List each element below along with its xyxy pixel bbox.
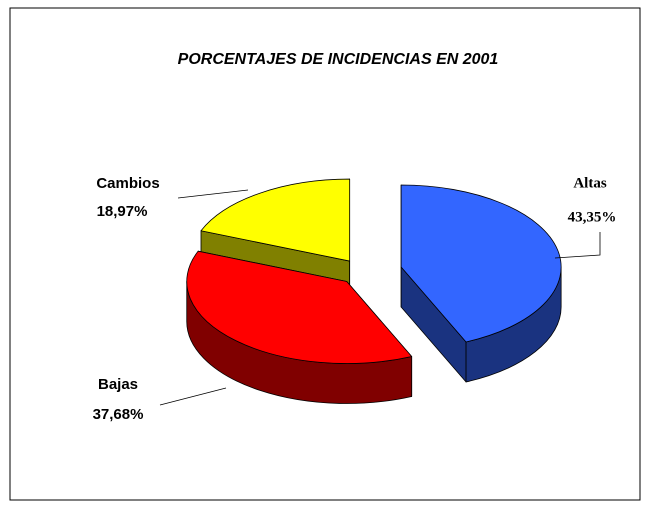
slice [186, 250, 413, 364]
leader-line [159, 387, 227, 406]
slice-label: Altas [573, 175, 606, 191]
value-label: 37,68% [93, 406, 144, 423]
value-label: 43,35% [568, 209, 617, 225]
slice [200, 178, 351, 262]
slice-label: Cambios [96, 175, 159, 192]
slice-label: Bajas [98, 376, 138, 393]
chart-title: PORCENTAJES DE INCIDENCIAS EN 2001 [178, 51, 499, 68]
leader-line [177, 189, 249, 199]
slice [400, 184, 562, 343]
value-label: 18,97% [97, 203, 148, 220]
leader-line [554, 232, 601, 259]
